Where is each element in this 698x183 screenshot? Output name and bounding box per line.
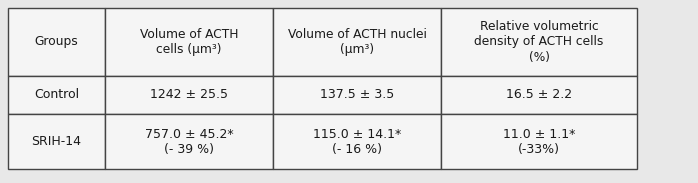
Bar	[441, 76, 637, 114]
Text: Volume of ACTH nuclei
(μm³): Volume of ACTH nuclei (μm³)	[288, 28, 426, 56]
Text: 11.0 ± 1.1*
(-33%): 11.0 ± 1.1* (-33%)	[503, 128, 575, 156]
Bar	[8, 114, 105, 169]
Text: SRIH-14: SRIH-14	[31, 135, 82, 148]
Bar	[441, 114, 637, 169]
Text: Control: Control	[34, 89, 79, 102]
Bar	[8, 76, 105, 114]
Bar	[105, 76, 273, 114]
Bar	[273, 8, 441, 76]
Text: 1242 ± 25.5: 1242 ± 25.5	[150, 89, 228, 102]
Bar	[105, 114, 273, 169]
Text: Volume of ACTH
cells (μm³): Volume of ACTH cells (μm³)	[140, 28, 238, 56]
Bar	[273, 114, 441, 169]
Text: 16.5 ± 2.2: 16.5 ± 2.2	[506, 89, 572, 102]
Text: 115.0 ± 14.1*
(- 16 %): 115.0 ± 14.1* (- 16 %)	[313, 128, 401, 156]
Bar	[8, 8, 105, 76]
Text: Relative volumetric
density of ACTH cells
(%): Relative volumetric density of ACTH cell…	[475, 20, 604, 64]
Text: 757.0 ± 45.2*
(- 39 %): 757.0 ± 45.2* (- 39 %)	[144, 128, 233, 156]
Bar	[273, 76, 441, 114]
Text: 137.5 ± 3.5: 137.5 ± 3.5	[320, 89, 394, 102]
Bar	[441, 8, 637, 76]
Text: Groups: Groups	[35, 36, 78, 48]
Bar	[105, 8, 273, 76]
